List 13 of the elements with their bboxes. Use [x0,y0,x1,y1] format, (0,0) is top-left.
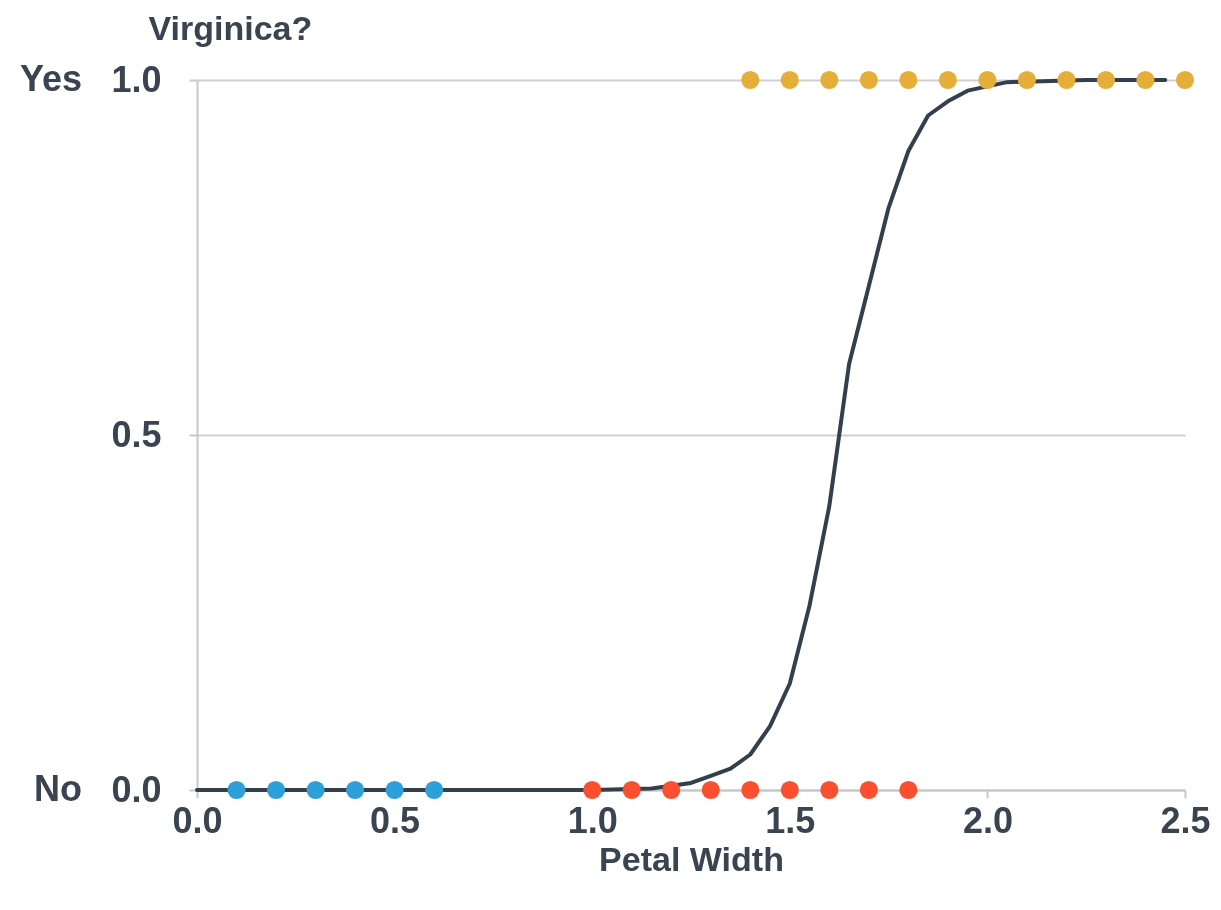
x-tick-label: 1.5 [765,799,816,841]
x-tick-label: 2.5 [1160,799,1211,841]
y-tick-label: 0.0 [111,768,162,810]
x-tick-label: 2.0 [962,799,1013,841]
y-tick-label: 1.0 [111,58,162,100]
y-tick-label: 0.5 [111,413,162,455]
x-axis-title: Petal Width [599,839,784,878]
y-axis-title: Virginica? [148,8,313,47]
text: Yes [19,58,82,99]
text: No [34,768,82,809]
x-tick-label: 1.0 [567,799,618,841]
x-tick-label: 0.5 [370,799,421,841]
x-tick-label: 0.0 [172,799,223,841]
